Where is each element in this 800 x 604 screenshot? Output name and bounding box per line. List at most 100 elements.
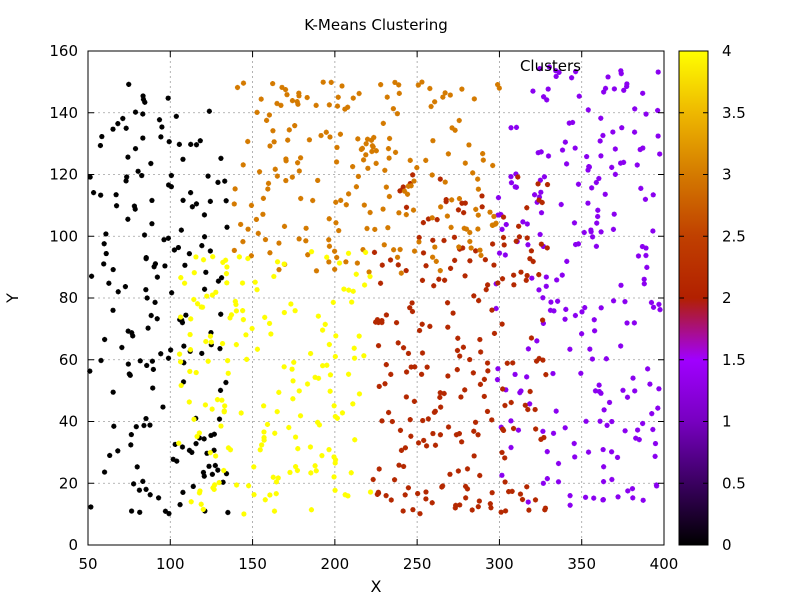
cluster-point (524, 221, 530, 227)
cluster-point (598, 305, 604, 311)
cluster-point (538, 436, 544, 443)
cluster-point (467, 238, 473, 245)
cluster-point (526, 507, 532, 513)
cluster-point (463, 226, 470, 232)
cluster-point (295, 446, 301, 452)
cluster-point (188, 316, 194, 322)
cluster-point (432, 244, 438, 250)
cluster-point (228, 312, 235, 318)
cluster-point (491, 213, 497, 220)
colorbar-tick-label: 4 (722, 42, 732, 60)
cluster-point (207, 333, 214, 339)
cluster-point (408, 183, 414, 189)
cluster-point (231, 247, 237, 254)
cluster-point (539, 317, 546, 323)
cluster-point (208, 339, 214, 345)
cluster-point (186, 251, 192, 257)
cluster-point (215, 179, 221, 186)
cluster-point (103, 231, 109, 237)
cluster-point (529, 275, 535, 281)
cluster-point (423, 496, 429, 502)
cluster-point (266, 320, 273, 327)
cluster-point (512, 371, 518, 378)
cluster-point (275, 475, 281, 481)
cluster-point (397, 246, 403, 253)
y-tick-label: 160 (49, 42, 78, 60)
cluster-point (200, 257, 207, 263)
cluster-point (276, 240, 282, 246)
cluster-point (571, 440, 577, 447)
cluster-point (621, 87, 627, 93)
cluster-point (424, 364, 430, 370)
cluster-point (647, 381, 653, 387)
grid-lines (88, 51, 664, 545)
cluster-point (455, 335, 461, 341)
cluster-point (527, 256, 533, 262)
cluster-point (367, 209, 373, 216)
cluster-point (578, 370, 584, 376)
cluster-point (618, 343, 624, 349)
cluster-point (438, 204, 444, 210)
cluster-point (547, 307, 554, 313)
cluster-point (128, 431, 134, 438)
cluster-point (539, 199, 545, 206)
cluster-point (541, 174, 548, 180)
cluster-point (500, 386, 506, 392)
cluster-point (332, 353, 338, 360)
cluster-point (538, 210, 545, 216)
x-tick-label: 100 (156, 555, 185, 573)
cluster-point (150, 385, 156, 391)
cluster-point (254, 287, 260, 293)
cluster-point (459, 439, 465, 445)
cluster-point (655, 107, 661, 114)
cluster-point (477, 247, 483, 253)
cluster-point (602, 85, 609, 91)
cluster-point (496, 250, 503, 256)
cluster-point (554, 277, 560, 283)
cluster-point (332, 460, 338, 466)
cluster-point (496, 85, 502, 91)
cluster-point (471, 293, 477, 299)
y-axis-title: Y (3, 293, 22, 304)
cluster-point (416, 239, 422, 245)
cluster-point (657, 307, 663, 313)
cluster-point (499, 276, 506, 282)
cluster-point (188, 141, 194, 147)
cluster-point (483, 287, 489, 293)
cluster-point (331, 403, 337, 409)
cluster-point (296, 90, 302, 96)
cluster-point (601, 464, 607, 470)
cluster-point (395, 340, 401, 346)
cluster-point (174, 458, 180, 464)
cluster-point (356, 391, 363, 397)
cluster-point (310, 197, 316, 204)
cluster-point (162, 263, 168, 269)
cluster-point (509, 488, 515, 494)
cluster-point (481, 376, 487, 382)
colorbar-tick-label: 1 (722, 413, 732, 431)
cluster-point (458, 394, 464, 400)
cluster-point (596, 388, 602, 395)
cluster-point (484, 408, 491, 415)
cluster-point (333, 220, 339, 226)
cluster-point (143, 415, 149, 422)
cluster-point (169, 290, 175, 296)
cluster-point (292, 464, 299, 470)
cluster-point (158, 351, 164, 357)
cluster-point (355, 173, 361, 180)
cluster-point (270, 474, 276, 480)
cluster-point (538, 241, 544, 247)
cluster-point (320, 79, 326, 85)
cluster-point (266, 112, 273, 118)
cluster-point (457, 353, 463, 359)
cluster-point (598, 153, 604, 159)
cluster-point (556, 69, 562, 75)
cluster-point (555, 479, 562, 485)
cluster-point (431, 283, 437, 289)
cluster-point (322, 321, 328, 327)
cluster-point (304, 94, 310, 101)
cluster-point (106, 280, 112, 286)
cluster-point (366, 269, 372, 275)
cluster-point (467, 258, 473, 264)
cluster-point (605, 74, 611, 80)
